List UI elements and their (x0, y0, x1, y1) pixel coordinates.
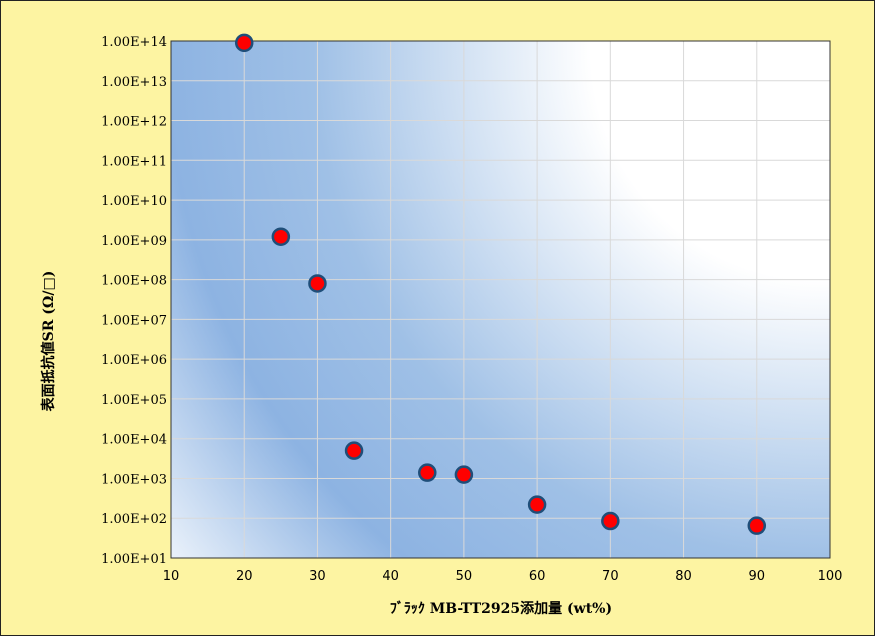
y-tick-label: 1.00E+08 (101, 274, 167, 289)
x-tick-label: 20 (236, 569, 253, 584)
y-tick-label: 1.00E+07 (101, 313, 167, 328)
y-tick-label: 1.00E+01 (101, 552, 167, 567)
data-point (234, 33, 254, 53)
y-tick-label: 1.00E+12 (101, 115, 167, 130)
y-tick-label: 1.00E+10 (101, 194, 167, 209)
x-tick-label: 80 (675, 569, 692, 584)
y-tick-label: 1.00E+03 (101, 472, 167, 487)
y-tick-label: 1.00E+02 (101, 512, 167, 527)
x-axis-title: ﾌﾞﾗｯｸ MB-TT2925添加量 (wt%) (390, 600, 612, 617)
y-tick-label: 1.00E+05 (101, 393, 167, 408)
data-point (454, 465, 474, 484)
data-point (527, 495, 547, 514)
data-point (308, 274, 327, 293)
y-tick-label: 1.00E+09 (101, 234, 167, 249)
x-tick-label: 40 (382, 569, 399, 584)
data-point (747, 516, 767, 535)
data-points (234, 33, 767, 535)
plot-area (171, 41, 830, 558)
plot-border (170, 40, 831, 559)
x-tick-label: 60 (529, 569, 546, 584)
y-axis-title: 表面抵抗値SR (Ω/□) (40, 271, 57, 413)
gridlines (171, 41, 830, 558)
y-tick-label: 1.00E+06 (101, 353, 167, 368)
x-tick-labels: 10 20 30 40 50 60 70 80 90 100 (163, 569, 843, 584)
y-tick-labels: 1.00E+01 1.00E+02 1.00E+03 1.00E+04 1.00E+05… (101, 35, 167, 567)
data-point (344, 441, 364, 460)
x-tick-label: 100 (818, 569, 843, 584)
data-point (418, 463, 437, 482)
data-point (601, 511, 620, 531)
y-tick-label: 1.00E+14 (101, 35, 167, 50)
x-tick-label: 90 (749, 569, 766, 584)
data-point (271, 227, 291, 246)
x-tick-label: 30 (309, 569, 326, 584)
x-tick-label: 50 (456, 569, 473, 584)
y-tick-label: 1.00E+13 (101, 75, 167, 90)
x-tick-label: 70 (602, 569, 619, 584)
y-tick-label: 1.00E+11 (101, 154, 167, 169)
x-tick-label: 10 (163, 569, 180, 584)
y-tick-label: 1.00E+04 (101, 433, 167, 448)
